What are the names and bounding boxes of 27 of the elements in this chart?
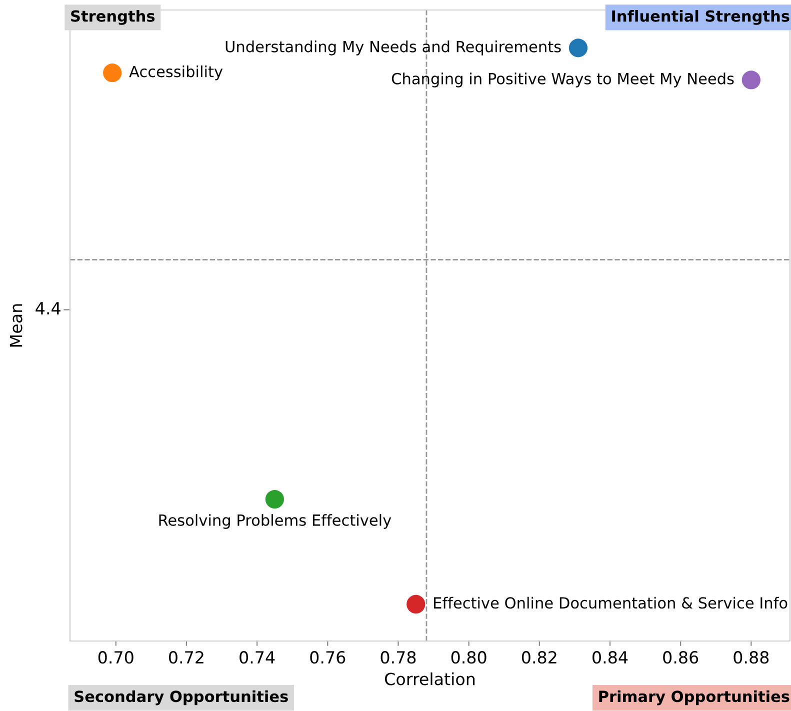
point	[103, 64, 122, 82]
annotation: Changing in Positive Ways to Meet My Needs	[392, 72, 734, 88]
text: Influential Strengths	[612, 10, 790, 25]
x-tick-label: 0.72	[169, 651, 204, 664]
annotation: Resolving Problems Effectively	[159, 514, 392, 529]
text: Secondary Opportunities	[74, 690, 288, 706]
x-tick-label: 0.74	[240, 651, 275, 664]
x-tick-label: 0.84	[592, 651, 628, 664]
point	[265, 490, 284, 509]
annotation: Effective Online Documentation & Service Info	[434, 596, 788, 609]
x-axis-title: Correlation	[384, 672, 475, 686]
point	[406, 594, 426, 614]
annotation: Accessibility	[129, 65, 223, 80]
point	[568, 38, 588, 58]
text: 4.4	[36, 302, 60, 314]
text: Primary Opportunities	[599, 690, 790, 706]
x-tick-label: 0.76	[310, 651, 346, 664]
x-tick-label: 0.78	[380, 651, 416, 664]
y-axis-title: Mean	[10, 304, 22, 347]
text: Strengths	[71, 10, 155, 25]
x-tick-label: 0.82	[522, 651, 556, 664]
annotation: Understanding My Needs and Requirements	[226, 40, 561, 56]
x-tick-label: 0.86	[663, 651, 698, 664]
point	[742, 70, 760, 90]
x-tick-label: 0.88	[734, 651, 769, 664]
x-tick-label: 0.70	[98, 651, 134, 664]
x-tick-label: 0.80	[451, 651, 486, 664]
